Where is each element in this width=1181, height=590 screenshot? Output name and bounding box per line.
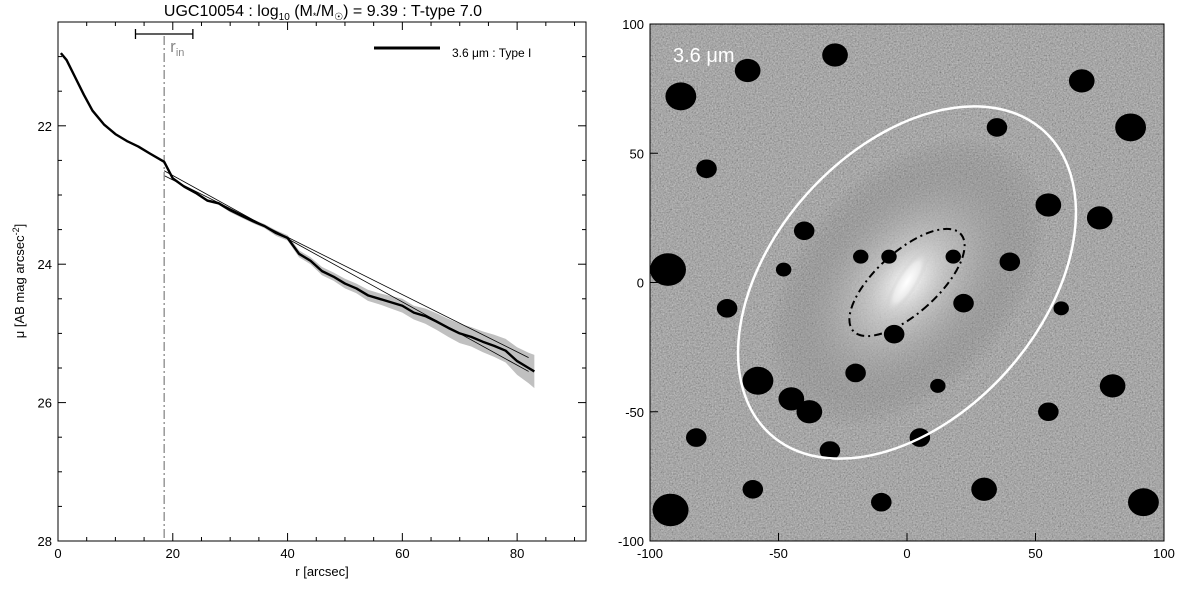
fit-lines-layer xyxy=(163,170,529,372)
masked-source xyxy=(1128,488,1159,517)
y-axis-title: μ [AB mag arcsec-2] xyxy=(11,224,27,339)
masked-source xyxy=(930,378,946,393)
image-x-tick-label: 50 xyxy=(1028,546,1042,561)
masked-source xyxy=(665,82,697,111)
image-y-axis-ticks: -100 -50 0 50 100 xyxy=(618,17,658,549)
masked-source xyxy=(734,58,761,83)
image-x-tick-label: -100 xyxy=(637,546,663,561)
masked-source xyxy=(778,387,805,411)
masked-source xyxy=(871,492,892,512)
x-tick-label: 40 xyxy=(280,546,294,561)
profile-axes-frame xyxy=(57,21,587,542)
y-tick-label: 24 xyxy=(38,257,52,272)
masked-source xyxy=(999,252,1021,272)
y-tick-label: 22 xyxy=(38,119,52,134)
x-axis-ticks: 0 20 40 60 80 xyxy=(54,22,576,561)
galaxy-bar xyxy=(884,249,930,315)
masked-source xyxy=(883,324,905,344)
masked-source xyxy=(971,477,997,501)
image-y-tick-label: 50 xyxy=(630,146,644,161)
r-in-marker: rin xyxy=(134,29,194,541)
x-tick-label: 0 xyxy=(54,546,61,561)
masked-sources xyxy=(650,43,1159,527)
fit-line xyxy=(163,170,529,372)
masked-source xyxy=(650,253,686,286)
masked-source xyxy=(1053,301,1069,316)
masked-source xyxy=(1068,69,1095,93)
masked-source xyxy=(775,262,792,277)
masked-source xyxy=(953,293,974,313)
image-y-tick-label: 0 xyxy=(637,276,644,291)
masked-source xyxy=(793,221,815,241)
image-x-tick-label: -50 xyxy=(769,546,788,561)
image-x-tick-label: 100 xyxy=(1153,546,1175,561)
galaxy-image xyxy=(650,24,1164,541)
masked-source xyxy=(1038,402,1059,422)
masked-source xyxy=(742,366,774,395)
masked-source xyxy=(1099,374,1126,398)
masked-source xyxy=(796,400,823,424)
masked-source xyxy=(742,479,764,499)
image-y-tick-label: -50 xyxy=(625,405,644,420)
image-x-axis-ticks: -100 -50 0 50 100 xyxy=(637,533,1175,561)
masked-source xyxy=(819,441,841,460)
inner-isophote-ellipse xyxy=(848,227,966,338)
x-tick-label: 80 xyxy=(510,546,524,561)
surface-brightness-profile: UGC10054 : log10 (M*/M☉) = 9.39 : T-type… xyxy=(11,3,587,579)
galaxy-image-panel: -100 -50 0 50 100 -100 -50 0 50 100 3.6 μm xyxy=(618,17,1175,561)
y-tick-label: 28 xyxy=(38,534,52,549)
masked-source xyxy=(845,363,866,383)
uncertainty-band-layer xyxy=(60,52,535,389)
image-x-tick-label: 0 xyxy=(903,546,910,561)
outer-isophote-ellipse xyxy=(736,105,1078,460)
x-tick-label: 60 xyxy=(395,546,409,561)
masked-source xyxy=(1086,206,1113,230)
x-axis-title: r [arcsec] xyxy=(295,564,348,579)
r-in-label: rin xyxy=(170,37,184,59)
y-axis-ticks: 22 24 26 28 xyxy=(38,21,586,549)
y-tick-label: 26 xyxy=(38,396,52,411)
profile-plot-area: rin xyxy=(59,29,535,541)
masked-source xyxy=(696,159,717,179)
masked-source xyxy=(822,43,848,67)
legend-label: 3.6 μm : Type I xyxy=(452,46,531,60)
profile-line xyxy=(59,52,535,373)
masked-source xyxy=(716,299,738,318)
image-y-tick-label: -100 xyxy=(618,534,644,549)
image-y-tick-label: 100 xyxy=(622,17,644,32)
masked-source xyxy=(986,118,1008,137)
masked-source xyxy=(945,249,961,264)
masked-source xyxy=(1035,193,1062,217)
masked-source xyxy=(685,428,707,447)
x-tick-label: 20 xyxy=(166,546,180,561)
masked-source xyxy=(853,249,869,264)
masked-source xyxy=(652,493,689,527)
legend: 3.6 μm : Type I xyxy=(374,46,531,60)
chart-title: UGC10054 : log10 (M*/M☉) = 9.39 : T-type… xyxy=(164,3,482,23)
masked-source xyxy=(1115,113,1147,142)
band-label: 3.6 μm xyxy=(673,45,735,67)
uncertainty-band xyxy=(60,52,535,389)
profile-series-layer xyxy=(59,52,535,373)
